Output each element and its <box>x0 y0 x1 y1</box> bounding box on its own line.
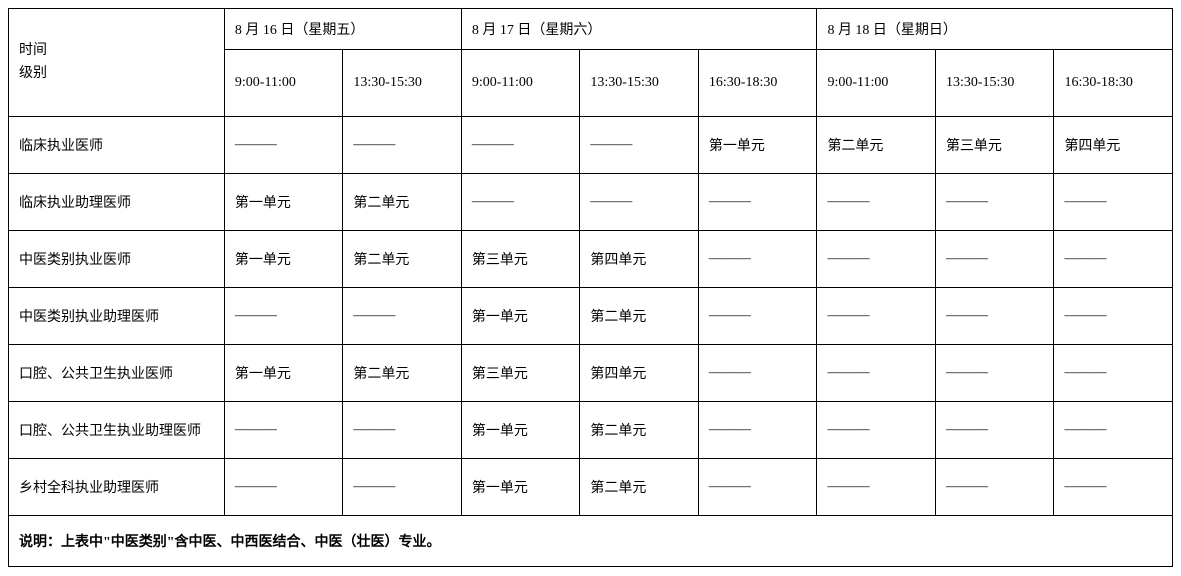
cell: 第四单元 <box>1054 117 1173 174</box>
time-header-2: 9:00-11:00 <box>461 50 580 117</box>
cell: ——— <box>698 345 817 402</box>
table-row: 乡村全科执业助理医师 ——— ——— 第一单元 第二单元 ——— ——— ———… <box>9 459 1173 516</box>
time-header-1: 13:30-15:30 <box>343 50 462 117</box>
time-header-0: 9:00-11:00 <box>224 50 343 117</box>
cell: ——— <box>698 288 817 345</box>
row-label: 中医类别执业医师 <box>9 231 225 288</box>
cell: ——— <box>817 288 936 345</box>
cell: ——— <box>1054 174 1173 231</box>
cell: ——— <box>580 174 699 231</box>
cell: ——— <box>343 117 462 174</box>
cell: 第二单元 <box>580 402 699 459</box>
row-label: 乡村全科执业助理医师 <box>9 459 225 516</box>
cell: 第三单元 <box>935 117 1054 174</box>
cell: ——— <box>343 402 462 459</box>
cell: ——— <box>224 117 343 174</box>
row-label: 临床执业助理医师 <box>9 174 225 231</box>
corner-line1: 时间 <box>19 40 214 62</box>
time-header-7: 16:30-18:30 <box>1054 50 1173 117</box>
cell: ——— <box>935 174 1054 231</box>
corner-header: 时间 级别 <box>9 9 225 117</box>
date-header-1: 8 月 17 日（星期六） <box>461 9 817 50</box>
cell: 第二单元 <box>817 117 936 174</box>
cell: 第一单元 <box>224 345 343 402</box>
cell: ——— <box>1054 345 1173 402</box>
cell: ——— <box>1054 459 1173 516</box>
date-header-0: 8 月 16 日（星期五） <box>224 9 461 50</box>
row-label: 口腔、公共卫生执业医师 <box>9 345 225 402</box>
cell: 第四单元 <box>580 231 699 288</box>
note-row: 说明：上表中"中医类别"含中医、中西医结合、中医（壮医）专业。 <box>9 516 1173 567</box>
cell: 第一单元 <box>698 117 817 174</box>
cell: ——— <box>698 402 817 459</box>
cell: ——— <box>224 402 343 459</box>
cell: ——— <box>935 345 1054 402</box>
date-header-2: 8 月 18 日（星期日） <box>817 9 1173 50</box>
cell: ——— <box>698 459 817 516</box>
cell: 第二单元 <box>343 345 462 402</box>
cell: 第一单元 <box>461 459 580 516</box>
corner-line2: 级别 <box>19 63 214 85</box>
cell: ——— <box>224 459 343 516</box>
cell: 第三单元 <box>461 231 580 288</box>
cell: 第四单元 <box>580 345 699 402</box>
note-text: 说明：上表中"中医类别"含中医、中西医结合、中医（壮医）专业。 <box>9 516 1173 567</box>
cell: 第一单元 <box>224 174 343 231</box>
row-label: 临床执业医师 <box>9 117 225 174</box>
cell: ——— <box>1054 288 1173 345</box>
cell: ——— <box>935 288 1054 345</box>
cell: 第二单元 <box>580 459 699 516</box>
cell: ——— <box>224 288 343 345</box>
cell: 第一单元 <box>224 231 343 288</box>
cell: ——— <box>1054 231 1173 288</box>
row-label: 口腔、公共卫生执业助理医师 <box>9 402 225 459</box>
table-row: 中医类别执业医师 第一单元 第二单元 第三单元 第四单元 ——— ——— ———… <box>9 231 1173 288</box>
time-header-5: 9:00-11:00 <box>817 50 936 117</box>
cell: 第二单元 <box>580 288 699 345</box>
table-body: 临床执业医师 ——— ——— ——— ——— 第一单元 第二单元 第三单元 第四… <box>9 117 1173 567</box>
cell: ——— <box>343 459 462 516</box>
cell: ——— <box>461 117 580 174</box>
cell: ——— <box>817 402 936 459</box>
exam-schedule-table: 时间 级别 8 月 16 日（星期五） 8 月 17 日（星期六） 8 月 18… <box>8 8 1173 567</box>
cell: ——— <box>817 231 936 288</box>
cell: ——— <box>817 174 936 231</box>
table-row: 口腔、公共卫生执业助理医师 ——— ——— 第一单元 第二单元 ——— ——— … <box>9 402 1173 459</box>
cell: 第二单元 <box>343 231 462 288</box>
table-row: 临床执业助理医师 第一单元 第二单元 ——— ——— ——— ——— ——— —… <box>9 174 1173 231</box>
table-row: 中医类别执业助理医师 ——— ——— 第一单元 第二单元 ——— ——— ———… <box>9 288 1173 345</box>
cell: 第一单元 <box>461 288 580 345</box>
cell: ——— <box>343 288 462 345</box>
cell: ——— <box>580 117 699 174</box>
cell: ——— <box>1054 402 1173 459</box>
cell: ——— <box>698 174 817 231</box>
cell: 第一单元 <box>461 402 580 459</box>
cell: 第二单元 <box>343 174 462 231</box>
cell: 第三单元 <box>461 345 580 402</box>
table-row: 口腔、公共卫生执业医师 第一单元 第二单元 第三单元 第四单元 ——— ——— … <box>9 345 1173 402</box>
row-label: 中医类别执业助理医师 <box>9 288 225 345</box>
cell: ——— <box>935 459 1054 516</box>
cell: ——— <box>935 231 1054 288</box>
cell: ——— <box>461 174 580 231</box>
cell: ——— <box>935 402 1054 459</box>
table-row: 临床执业医师 ——— ——— ——— ——— 第一单元 第二单元 第三单元 第四… <box>9 117 1173 174</box>
cell: ——— <box>698 231 817 288</box>
time-header-6: 13:30-15:30 <box>935 50 1054 117</box>
time-header-3: 13:30-15:30 <box>580 50 699 117</box>
time-header-4: 16:30-18:30 <box>698 50 817 117</box>
cell: ——— <box>817 345 936 402</box>
cell: ——— <box>817 459 936 516</box>
